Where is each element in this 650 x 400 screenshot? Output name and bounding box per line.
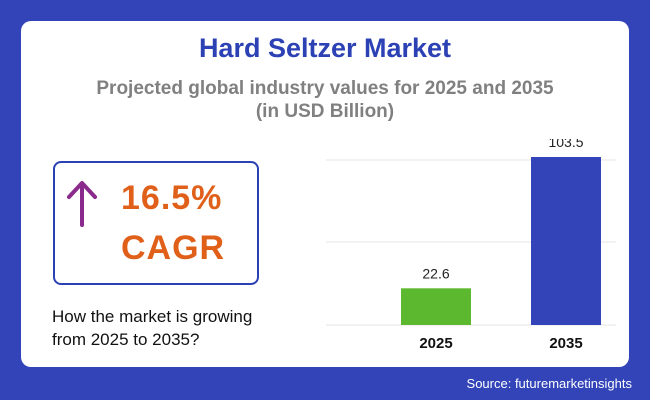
source-note: Source: futuremarketinsights (466, 376, 632, 391)
growth-question: How the market is growing from 2025 to 2… (52, 305, 282, 351)
cagr-label: CAGR (121, 229, 226, 267)
cagr-box: 16.5% CAGR (53, 161, 259, 285)
infographic-card: Hard Seltzer Market Projected global ind… (21, 21, 629, 367)
x-tick-label-2035: 2035 (549, 335, 582, 352)
data-label-2035: 103.5 (548, 139, 583, 150)
up-arrow-icon (66, 179, 98, 232)
chart-title: Hard Seltzer Market (198, 33, 452, 63)
cagr-value: 16.5% (121, 179, 223, 217)
bar-2025 (401, 288, 471, 325)
chart-subtitle: Projected global industry values for 202… (51, 77, 599, 123)
subtitle-line-2: (in USD Billion) (255, 101, 395, 122)
question-line-1: How the market is growing (52, 307, 253, 326)
question-line-2: from 2025 to 2035? (52, 330, 200, 349)
x-tick-label-2025: 2025 (419, 335, 452, 352)
bar-chart: 22.6 2025 103.5 2035 (326, 139, 616, 352)
data-label-2025: 22.6 (422, 265, 449, 281)
bar-2035 (531, 157, 601, 325)
subtitle-line-1: Projected global industry values for 202… (96, 78, 554, 99)
